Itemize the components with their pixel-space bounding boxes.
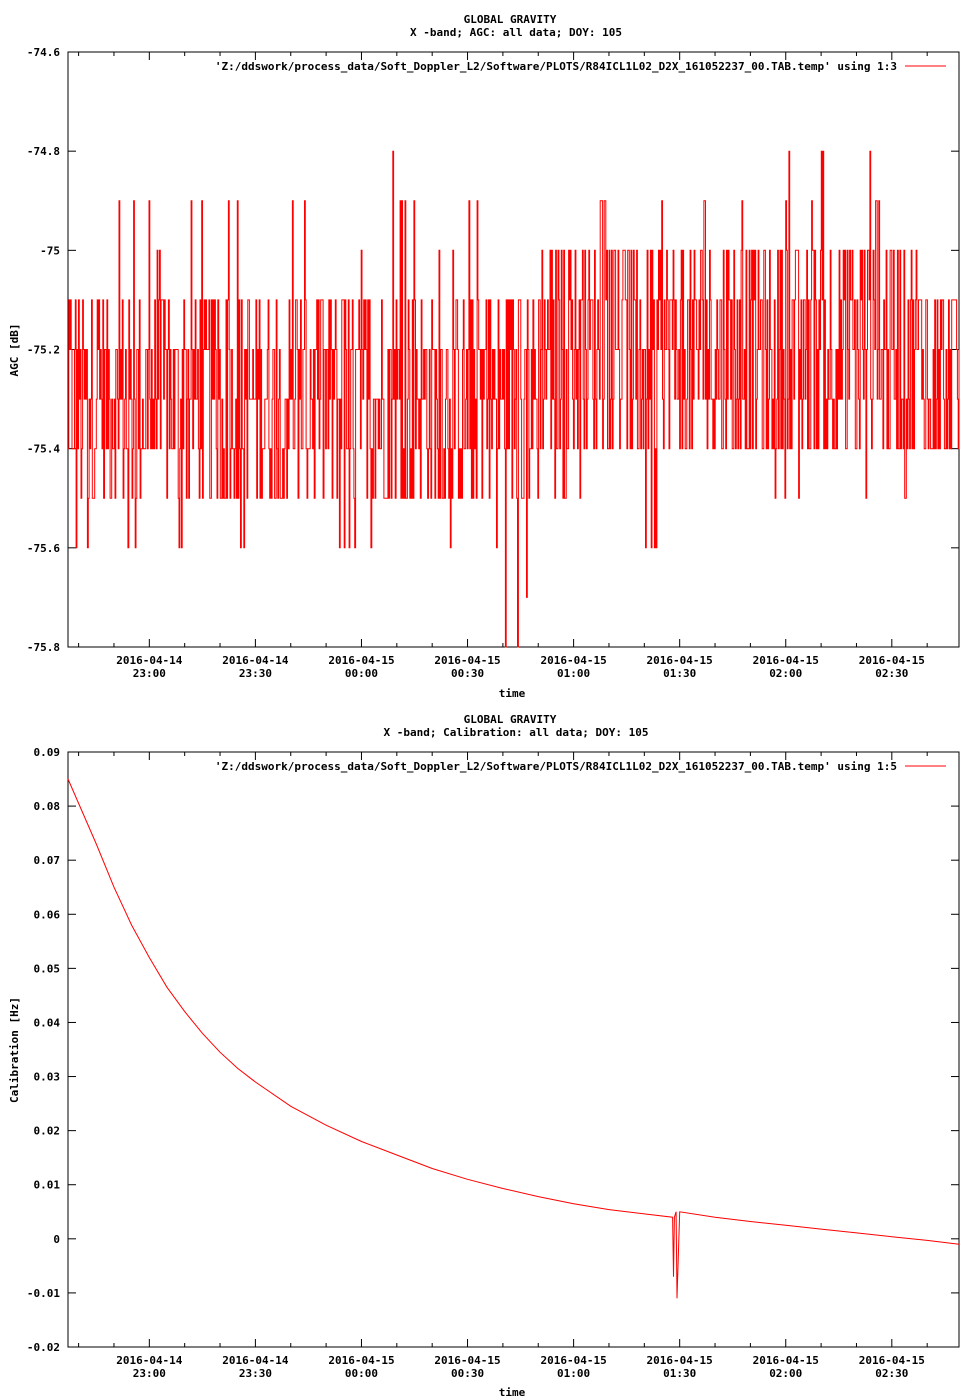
y-axis-label: AGC [dB] (8, 324, 21, 377)
x-tick-label-date: 2016-04-14 (222, 1354, 289, 1367)
chart-subtitle: X -band; Calibration: all data; DOY: 105 (384, 726, 649, 739)
x-tick-label-time: 02:30 (875, 1367, 908, 1380)
x-tick-label-time: 01:30 (663, 1367, 696, 1380)
y-tick-label: -75.4 (27, 443, 60, 456)
y-tick-label: 0.03 (34, 1071, 61, 1084)
y-tick-label: 0 (53, 1233, 60, 1246)
x-tick-label-time: 00:00 (345, 1367, 378, 1380)
x-tick-label-date: 2016-04-15 (753, 1354, 819, 1367)
x-tick-label-time: 23:30 (239, 1367, 272, 1380)
x-ticks: 2016-04-1423:002016-04-1423:302016-04-15… (78, 52, 928, 680)
y-tick-label: -74.8 (27, 145, 60, 158)
x-tick-label-date: 2016-04-15 (647, 1354, 713, 1367)
x-tick-label-time: 00:30 (451, 1367, 484, 1380)
y-tick-label: -0.02 (27, 1341, 60, 1354)
legend: 'Z:/ddswork/process_data/Soft_Doppler_L2… (215, 60, 946, 73)
x-tick-label-date: 2016-04-15 (753, 654, 819, 667)
x-tick-label-time: 02:00 (769, 1367, 802, 1380)
legend-entry: 'Z:/ddswork/process_data/Soft_Doppler_L2… (215, 760, 897, 773)
x-tick-label-time: 23:30 (239, 667, 272, 680)
x-tick-label-time: 23:00 (133, 667, 166, 680)
x-axis-label: time (499, 687, 526, 700)
y-tick-label: -75.8 (27, 641, 60, 654)
y-tick-label: 0.02 (34, 1125, 61, 1138)
x-tick-label-date: 2016-04-14 (222, 654, 289, 667)
x-tick-label-date: 2016-04-15 (328, 654, 394, 667)
calibration-chart: GLOBAL GRAVITY X -band; Calibration: all… (8, 713, 960, 1399)
chart-title: GLOBAL GRAVITY (464, 13, 557, 26)
x-tick-label-time: 02:00 (769, 667, 802, 680)
chart-subtitle: X -band; AGC: all data; DOY: 105 (410, 26, 622, 39)
y-tick-label: 0.06 (34, 908, 61, 921)
plot-frame (67, 751, 960, 1348)
x-tick-label-time: 23:00 (133, 1367, 166, 1380)
series-line (67, 778, 960, 1299)
x-tick-label-time: 02:30 (875, 667, 908, 680)
y-tick-label: -75.2 (27, 344, 60, 357)
agc-chart: GLOBAL GRAVITY X -band; AGC: all data; D… (8, 13, 960, 700)
x-axis-label: time (499, 1386, 526, 1399)
y-tick-label: -74.6 (27, 46, 60, 59)
legend: 'Z:/ddswork/process_data/Soft_Doppler_L2… (215, 760, 946, 773)
y-ticks: -0.02 -0.01 0 0.01 0.02 0.03 0.04 0.05 0.06 0.07 0… (27, 746, 959, 1354)
legend-entry: 'Z:/ddswork/process_data/Soft_Doppler_L2… (215, 60, 897, 73)
y-tick-label: 0.05 (34, 962, 61, 975)
x-tick-label-date: 2016-04-15 (540, 654, 606, 667)
chart-title: GLOBAL GRAVITY (464, 713, 557, 726)
y-axis-label: Calibration [Hz] (8, 997, 21, 1103)
x-tick-label-date: 2016-04-15 (647, 654, 713, 667)
x-tick-label-time: 00:30 (451, 667, 484, 680)
y-tick-label: 0.09 (34, 746, 61, 759)
series-line (68, 150, 960, 648)
y-tick-label: 0.04 (34, 1016, 61, 1029)
series-layer (67, 778, 960, 1299)
x-tick-label-time: 01:00 (557, 667, 590, 680)
x-tick-label-date: 2016-04-15 (434, 654, 500, 667)
y-tick-label: -75.6 (27, 542, 60, 555)
x-tick-label-time: 01:00 (557, 1367, 590, 1380)
x-tick-label-date: 2016-04-14 (116, 654, 183, 667)
x-tick-label-date: 2016-04-14 (116, 1354, 183, 1367)
y-tick-label: -75 (40, 244, 60, 257)
y-tick-label: -0.01 (27, 1287, 60, 1300)
y-tick-label: 0.08 (34, 800, 61, 813)
x-tick-label-date: 2016-04-15 (859, 1354, 925, 1367)
x-ticks: 2016-04-1423:002016-04-1423:302016-04-15… (78, 752, 928, 1380)
x-tick-label-date: 2016-04-15 (434, 1354, 500, 1367)
x-tick-label-date: 2016-04-15 (328, 1354, 394, 1367)
series-layer (68, 150, 960, 648)
y-tick-label: 0.01 (34, 1179, 61, 1192)
x-tick-label-date: 2016-04-15 (540, 1354, 606, 1367)
x-tick-label-time: 00:00 (345, 667, 378, 680)
x-tick-label-date: 2016-04-15 (859, 654, 925, 667)
y-tick-label: 0.07 (34, 854, 61, 867)
x-tick-label-time: 01:30 (663, 667, 696, 680)
